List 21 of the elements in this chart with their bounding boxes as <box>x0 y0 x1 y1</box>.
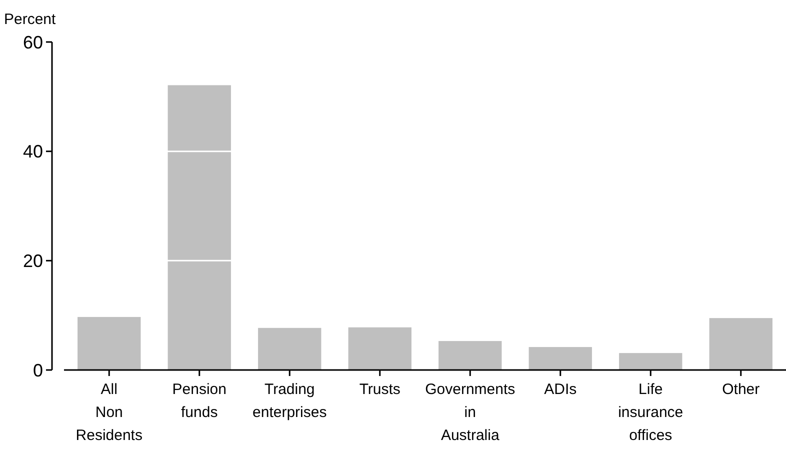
bar <box>619 353 682 370</box>
x-tick-label: Life insurance offices <box>618 381 684 444</box>
y-tick-label: 20 <box>22 250 43 271</box>
x-tick-label: ADIs <box>544 381 577 398</box>
y-tick-label: 40 <box>22 142 43 162</box>
bar <box>78 316 141 370</box>
x-tick-label: Trusts <box>359 381 400 398</box>
bar <box>438 341 502 370</box>
bar <box>258 328 322 370</box>
y-tick-label: 60 <box>22 32 43 52</box>
bar <box>709 318 772 370</box>
y-axis-title: Percent <box>4 11 57 28</box>
bar <box>168 85 231 370</box>
y-tick-label: 0 <box>32 360 43 380</box>
x-tick-label: All Non Residents <box>76 381 142 444</box>
x-tick-label: Other <box>722 381 760 398</box>
bar <box>348 327 412 370</box>
x-tick-label: Pension funds <box>172 381 226 421</box>
bar <box>528 347 592 370</box>
x-tick-label: Trading enterprises <box>252 381 327 421</box>
x-tick-label: Governments in Australia <box>425 381 516 444</box>
